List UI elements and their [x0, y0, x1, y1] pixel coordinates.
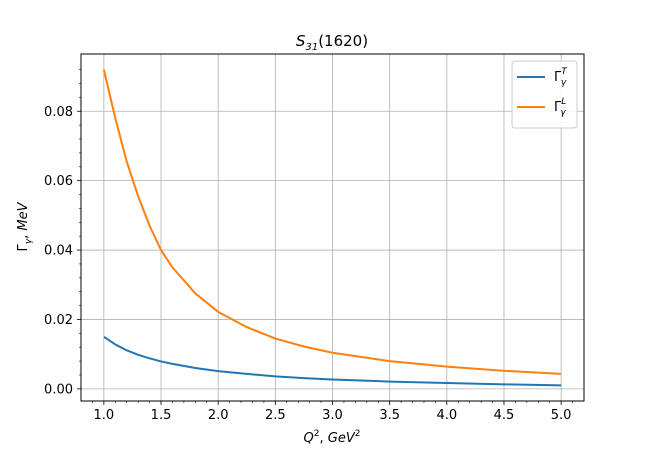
y-tick-label: 0.06: [44, 174, 73, 189]
y-axis-label-sep: ,: [16, 231, 31, 239]
legend: ΓT γ ΓL γ: [511, 60, 578, 129]
series-line-longitudinal: [102, 69, 562, 375]
legend-label-transverse-sup: T: [561, 67, 568, 77]
y-axis-label-symbol: Γ: [16, 243, 31, 251]
x-tick-label: 2.5: [265, 408, 286, 423]
legend-label-longitudinal-sup: L: [561, 97, 566, 107]
x-axis-label-unit-sup: 2: [355, 429, 361, 439]
chart-title-sub: 31: [305, 42, 318, 53]
y-tick-label: 0.04: [44, 244, 73, 259]
chart-title-rest: (1620): [318, 32, 368, 50]
legend-label-longitudinal: ΓL γ: [554, 97, 566, 118]
x-tick-label: 4.5: [494, 408, 515, 423]
legend-label-transverse-symbol: Γ: [554, 70, 562, 85]
x-tick-label: 3.0: [322, 408, 343, 423]
x-tick-label: 1.0: [94, 408, 115, 423]
x-axis-label-symbol: Q: [304, 431, 314, 446]
legend-label-transverse: ΓT γ: [554, 67, 568, 88]
x-tick-label: 5.0: [551, 408, 572, 423]
x-axis-label-sup: 2: [314, 429, 320, 439]
x-tick-label: 1.5: [151, 408, 172, 423]
chart-title: S31(1620): [296, 32, 368, 53]
legend-label-longitudinal-sub: γ: [560, 108, 566, 118]
x-axis-label: Q2, GeV2: [304, 429, 361, 446]
x-tick-label: 3.5: [379, 408, 400, 423]
x-axis-label-unit: GeV: [328, 431, 356, 446]
series-lines: [102, 69, 562, 387]
legend-label-longitudinal-symbol: Γ: [554, 100, 562, 115]
x-tick-label: 4.0: [436, 408, 457, 423]
y-tick-label: 0.02: [44, 313, 73, 328]
legend-box: [511, 60, 578, 129]
y-tick-label: 0.08: [44, 105, 73, 120]
x-axis-label-sep: ,: [320, 431, 328, 446]
y-tick-label: 0.00: [44, 382, 73, 397]
y-axis-label: Γγ, MeV: [16, 201, 34, 251]
legend-label-transverse-sub: γ: [561, 78, 567, 88]
x-tick-label: 2.0: [208, 408, 229, 423]
series-line-transverse: [103, 335, 562, 387]
ticks: 1.0 1.5 2.0 2.5 3.0 3.5 4.0 4.5 5.0 0.00 0.02 0.04 0…: [44, 69, 573, 423]
y-axis-label-sub: γ: [24, 238, 34, 244]
y-axis-label-unit: MeV: [16, 201, 31, 230]
chart-title-main: S: [296, 32, 306, 50]
